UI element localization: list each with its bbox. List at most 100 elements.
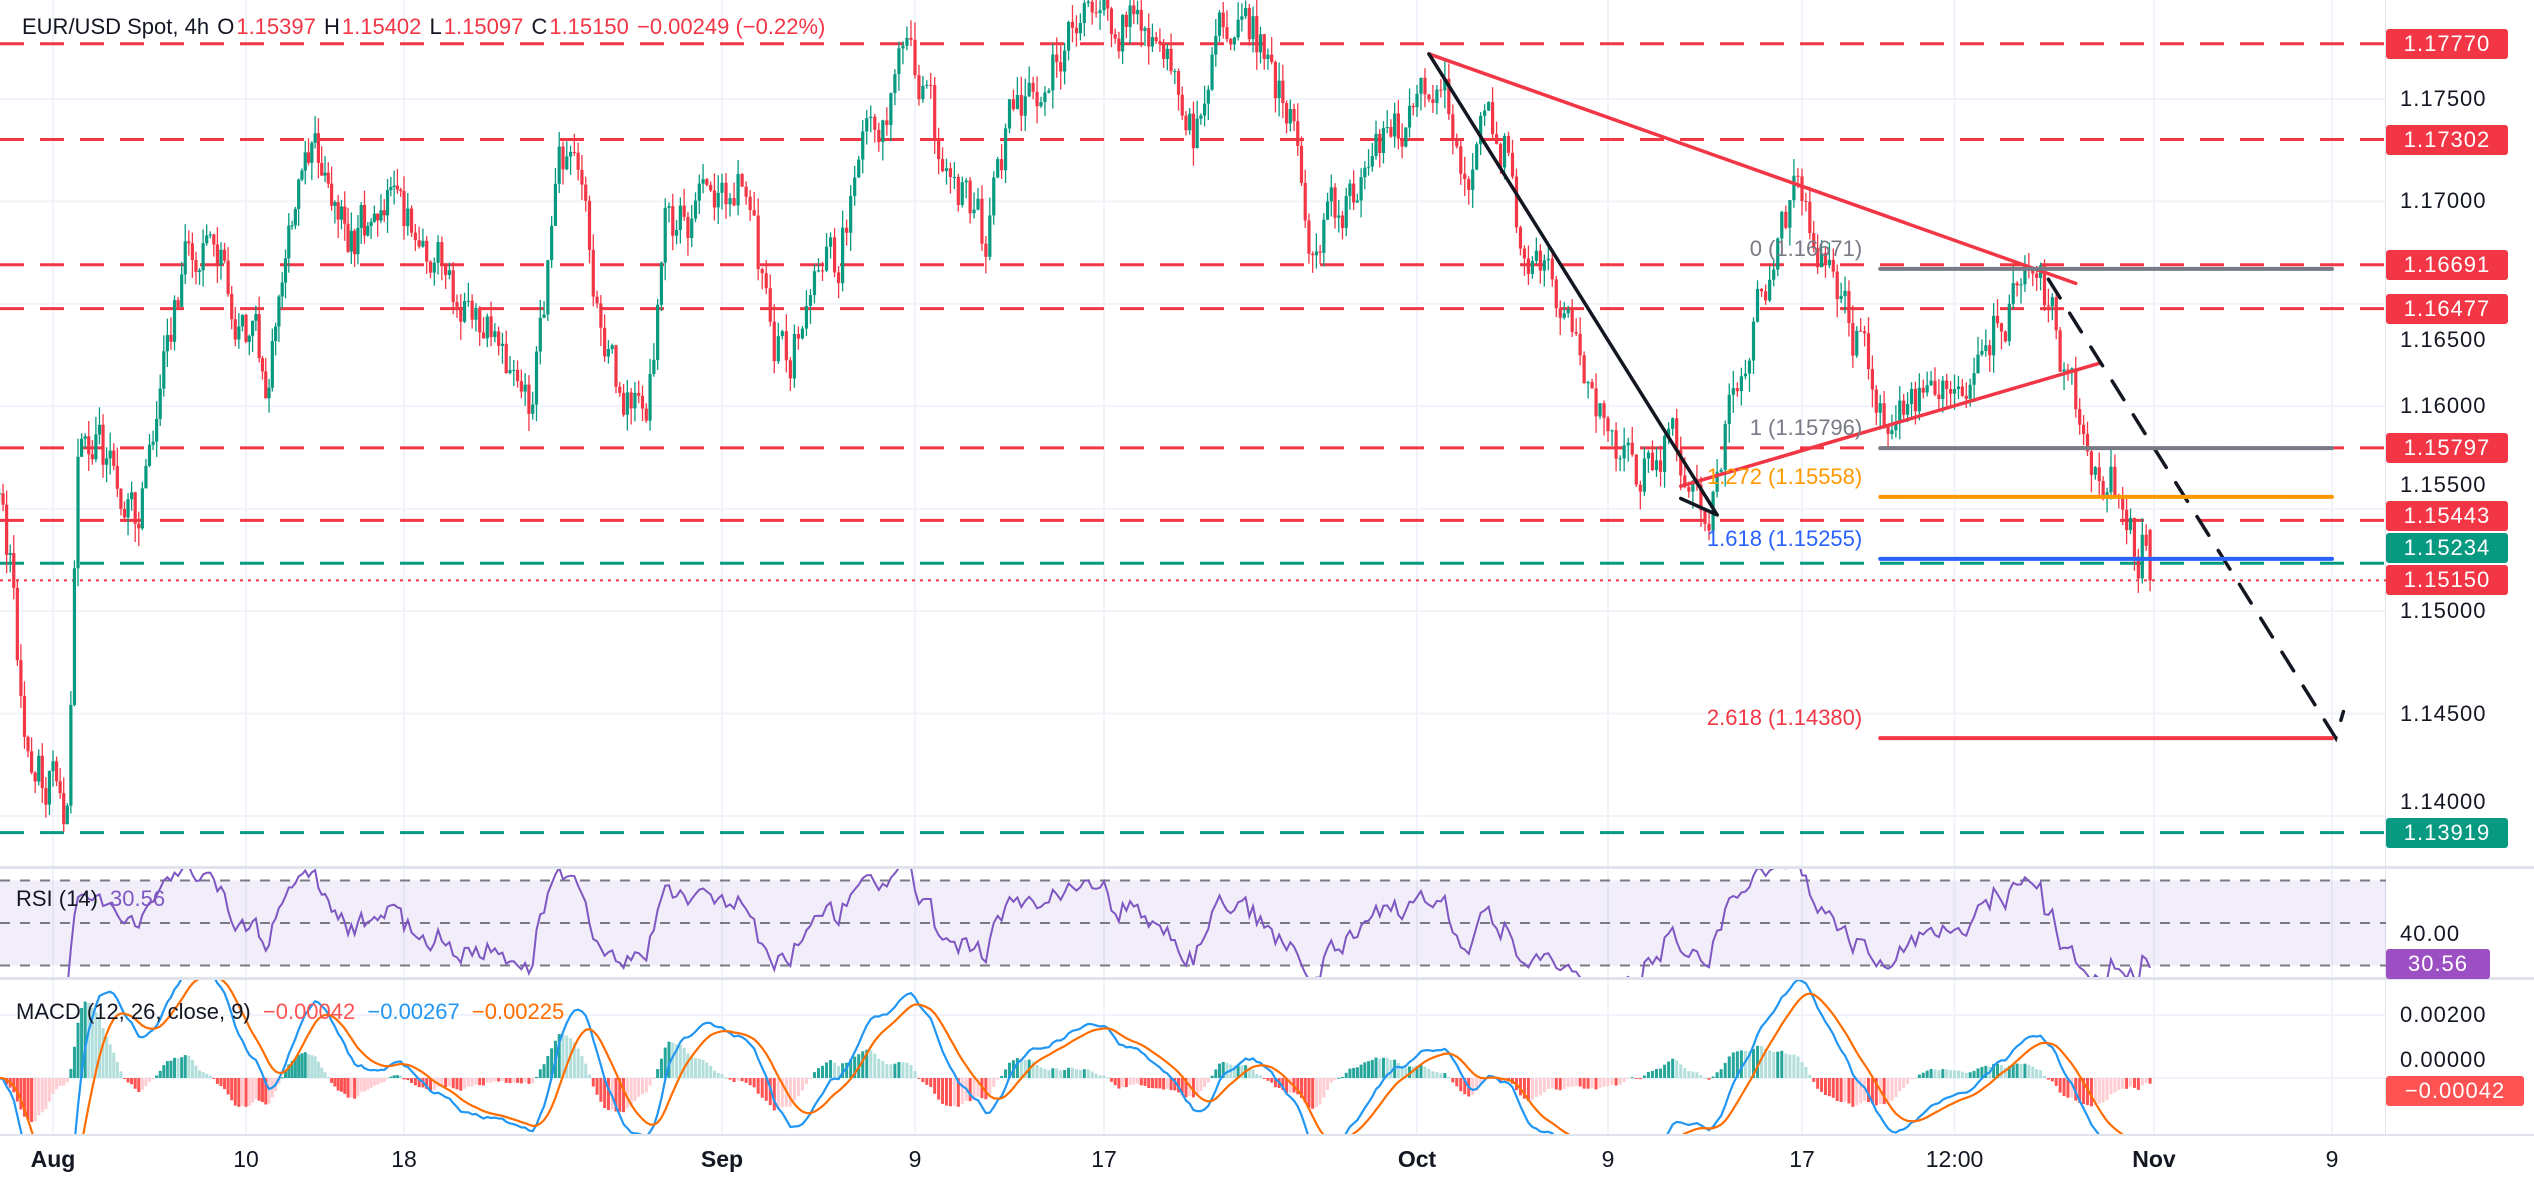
candle-body — [1027, 82, 1031, 97]
macd-histogram-bar — [1800, 1061, 1804, 1078]
candle-body — [205, 235, 209, 244]
candle-body — [881, 120, 885, 143]
macd-histogram-bar — [694, 1058, 697, 1078]
macd-title[interactable]: MACD (12, 26, close, 9) — [16, 999, 251, 1024]
macd-histogram-bar — [519, 1078, 523, 1084]
time-axis-tick: 17 — [1789, 1146, 1815, 1172]
candle-body — [1015, 94, 1019, 110]
macd-histogram-bar — [941, 1078, 945, 1104]
candle-body — [470, 300, 474, 320]
macd-histogram-bar — [1855, 1078, 1859, 1106]
macd-histogram-bar — [1322, 1078, 1326, 1098]
candle-body — [1675, 418, 1679, 450]
macd-histogram-bar — [1162, 1078, 1166, 1090]
candle-body — [1070, 21, 1075, 28]
candle-body — [808, 295, 813, 306]
macd-histogram-bar — [1435, 1072, 1439, 1078]
low-value: 1.15097 — [443, 14, 524, 39]
pane-separator[interactable] — [0, 866, 2534, 869]
macd-histogram-bar — [183, 1055, 187, 1078]
macd-histogram-bar — [1086, 1069, 1090, 1078]
macd-histogram-bar — [2074, 1078, 2078, 1101]
macd-histogram-bar — [33, 1078, 37, 1122]
candle-body — [155, 418, 159, 442]
macd-histogram-bar — [1780, 1050, 1784, 1078]
macd-histogram-bar — [1784, 1053, 1788, 1078]
macd-histogram-bar — [1870, 1078, 1874, 1104]
candle-body — [1180, 94, 1184, 116]
macd-histogram-bar — [392, 1075, 396, 1078]
macd-histogram-bar — [440, 1078, 444, 1087]
macd-histogram-bar — [1109, 1078, 1113, 1082]
candle-body — [83, 436, 87, 439]
candle-body — [780, 331, 784, 337]
candle-body — [1318, 251, 1322, 253]
macd-histogram-bar — [606, 1078, 610, 1111]
macd-histogram-bar — [897, 1062, 901, 1078]
macd-histogram-bar — [584, 1063, 588, 1078]
candle-body — [257, 314, 261, 359]
rsi-title[interactable]: RSI (14) — [16, 886, 98, 911]
candle-body — [2136, 556, 2140, 579]
macd-histogram-bar — [1808, 1074, 1812, 1078]
candle-body — [2121, 497, 2125, 510]
candle-body — [519, 381, 523, 392]
macd-histogram-bar — [169, 1060, 173, 1078]
candle-body — [1731, 388, 1735, 395]
candle-body — [1199, 115, 1203, 119]
macd-histogram-bar — [112, 1052, 116, 1078]
candle-body — [22, 695, 27, 737]
macd-histogram-bar — [1102, 1075, 1106, 1078]
candle-body — [1188, 113, 1192, 131]
candle-body — [1487, 102, 1491, 111]
macd-histogram-bar — [712, 1070, 716, 1078]
candle-body — [277, 296, 281, 327]
macd-histogram-bar — [675, 1044, 679, 1078]
candle-body — [656, 304, 660, 360]
macd-histogram-bar — [808, 1078, 812, 1079]
macd-histogram-bar — [663, 1047, 667, 1078]
macd-histogram-bar — [444, 1078, 448, 1088]
candle-body — [362, 205, 367, 236]
candle-body — [33, 772, 37, 782]
candle-body — [964, 180, 968, 183]
candle-body — [1459, 146, 1463, 174]
symbol-title[interactable]: EUR/USD Spot, 4h — [22, 14, 210, 39]
pane-separator[interactable] — [0, 977, 2534, 980]
candle-body — [1266, 54, 1270, 59]
candle-body — [1475, 144, 1479, 170]
macd-histogram-bar — [2066, 1078, 2070, 1098]
candle-body — [1538, 250, 1542, 271]
candle-body — [1788, 200, 1792, 228]
candle-body — [76, 456, 80, 569]
candle-body — [1078, 22, 1082, 34]
macd-histogram-bar — [837, 1066, 841, 1078]
candle-body — [1972, 373, 1976, 385]
candle-body — [306, 152, 311, 163]
candle-body — [208, 234, 212, 236]
macd-histogram-bar — [849, 1059, 853, 1078]
candle-body — [796, 334, 800, 339]
macd-histogram-bar — [996, 1078, 1000, 1080]
candle-body — [1378, 133, 1382, 153]
macd-histogram-bar — [65, 1078, 69, 1083]
candle-body — [1229, 39, 1233, 45]
candle-body — [940, 159, 945, 172]
candle-body — [37, 755, 41, 782]
macd-histogram-bar — [2015, 1063, 2019, 1078]
candle-body — [1715, 471, 1719, 492]
macd-histogram-bar — [1439, 1073, 1443, 1078]
macd-histogram-bar — [788, 1078, 792, 1107]
candle-body — [1530, 260, 1534, 274]
candle-body — [1960, 386, 1964, 396]
macd-histogram-bar — [2089, 1078, 2093, 1107]
candle-body — [1582, 355, 1586, 384]
candle-body — [621, 392, 626, 415]
candle-body — [1494, 134, 1499, 144]
macd-histogram-bar — [158, 1070, 162, 1078]
macd-histogram-bar — [1956, 1070, 1960, 1078]
macd-histogram-bar — [736, 1078, 740, 1081]
macd-histogram-bar — [1419, 1064, 1423, 1078]
macd-histogram-bar — [1236, 1065, 1240, 1078]
